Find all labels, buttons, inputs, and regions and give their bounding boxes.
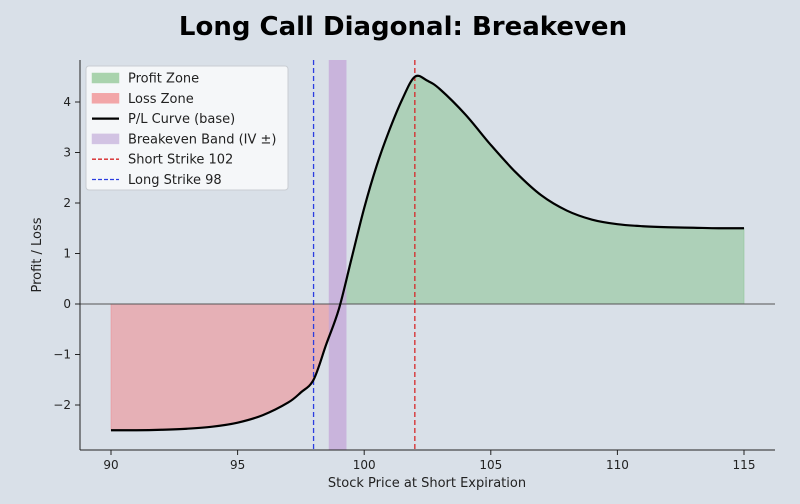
chart-title: Long Call Diagonal: Breakeven	[179, 12, 627, 42]
y-tick-label: 1	[63, 247, 71, 261]
axes: 90 95 100 105 110 115 −2 −1 0 1 2 3 4	[53, 60, 775, 472]
legend-label: Long Strike 98	[128, 173, 222, 188]
legend-swatch	[91, 72, 120, 84]
y-tick-label: −1	[53, 348, 71, 362]
x-tick-label: 115	[733, 458, 756, 472]
legend-label: Short Strike 102	[128, 153, 233, 168]
plot-area	[80, 60, 775, 450]
y-tick-label: −2	[53, 398, 71, 412]
x-tick-label: 110	[606, 458, 629, 472]
pl-curve-line	[110, 74, 745, 432]
y-tick-label: 4	[63, 95, 71, 109]
legend-label: P/L Curve (base)	[128, 112, 235, 127]
legend-box	[85, 65, 289, 191]
y-tick-label: 3	[63, 146, 71, 160]
legend-swatch	[91, 133, 120, 145]
legend: Profit Zone Loss Zone P/L Curve (base) Brea…	[85, 65, 289, 191]
legend-label: Breakeven Band (IV ±)	[128, 132, 276, 147]
legend-swatch	[91, 93, 120, 104]
x-tick-label: 105	[479, 458, 502, 472]
y-tick-label: 2	[63, 196, 71, 210]
x-axis-label: Stock Price at Short Expiration	[328, 476, 526, 491]
breakeven-band	[328, 60, 347, 450]
x-tick-label: 100	[353, 458, 376, 472]
y-tick-label: 0	[63, 297, 71, 311]
y-axis-label: Profit / Loss	[30, 217, 45, 292]
legend-label: Profit Zone	[128, 72, 199, 87]
legend-label: Loss Zone	[128, 92, 194, 107]
loss-zone-fill	[110, 303, 744, 431]
x-tick-label: 95	[230, 458, 245, 472]
x-tick-label: 90	[103, 458, 118, 472]
